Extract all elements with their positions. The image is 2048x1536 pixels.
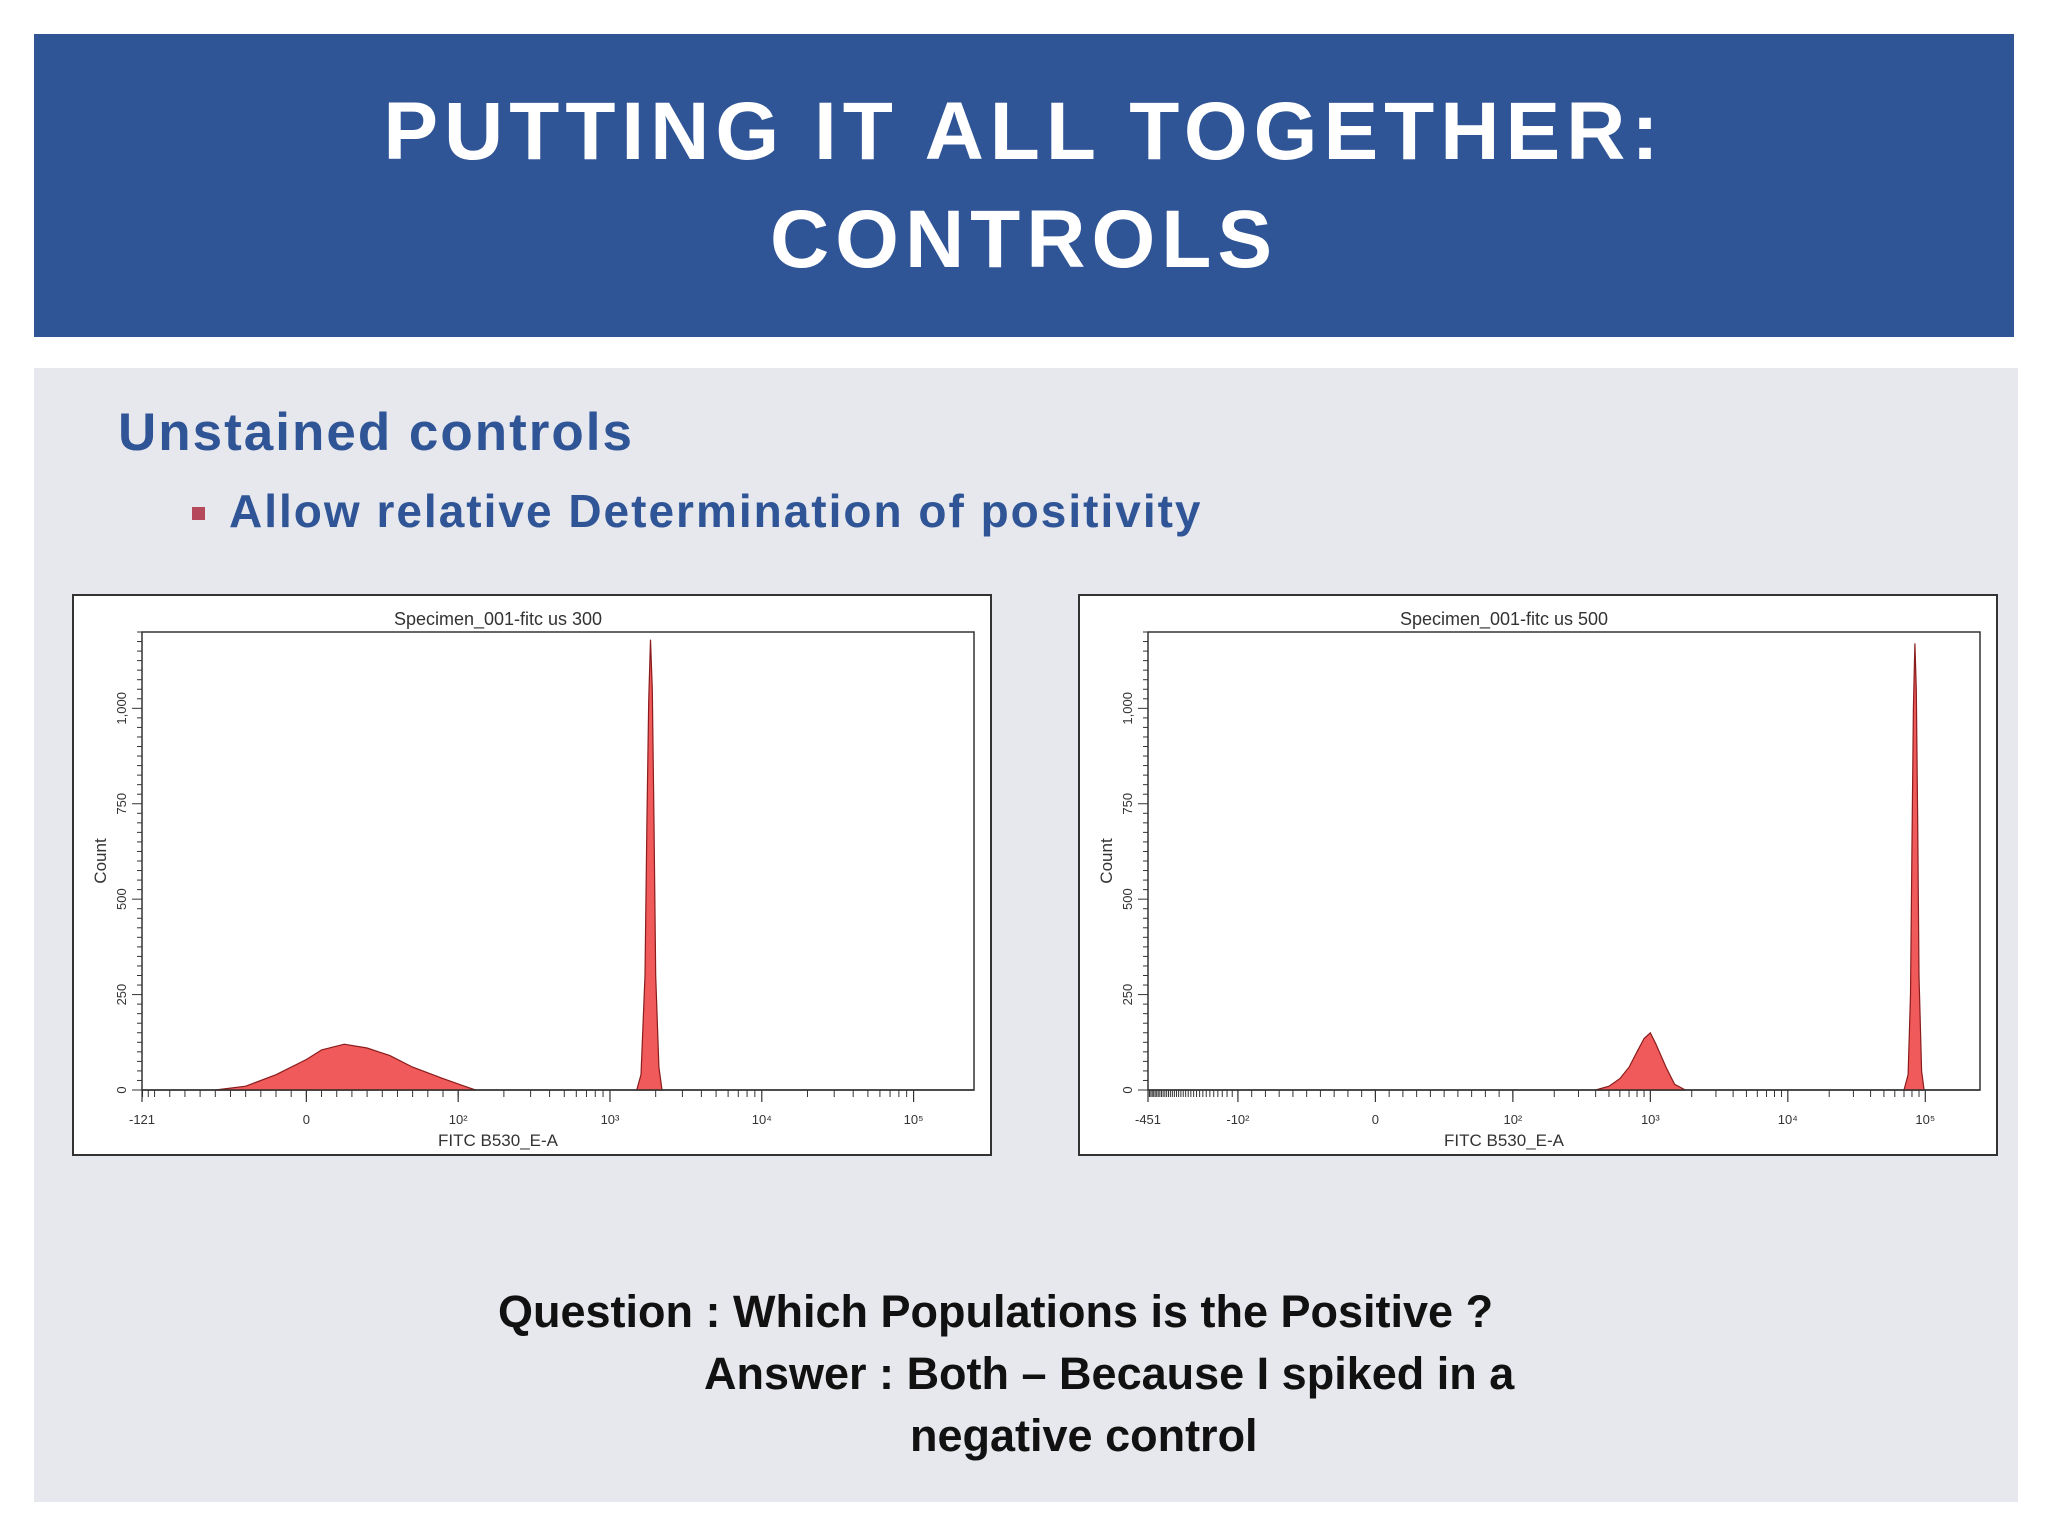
bullet-text: Allow relative Determination of positivi… bbox=[229, 485, 1203, 537]
y-axis-label: Count bbox=[1097, 838, 1116, 884]
x-tick-label: 10² bbox=[1503, 1112, 1522, 1127]
histogram-peak-1 bbox=[215, 1043, 476, 1091]
y-tick-label: 750 bbox=[1120, 793, 1135, 815]
slide-title: PUTTING IT ALL TOGETHER: CONTROLS bbox=[383, 78, 1664, 294]
y-tick-label: 0 bbox=[1120, 1086, 1135, 1093]
y-tick-label: 250 bbox=[1120, 984, 1135, 1006]
slide-content: Unstained controls Allow relative Determ… bbox=[34, 368, 2018, 1502]
title-line-1: PUTTING IT ALL TOGETHER: bbox=[383, 85, 1665, 177]
plot-area bbox=[1147, 631, 1981, 1091]
histogram-svg-right: Specimen_001-fitc us 500 0 250 500 750 1,000 C… bbox=[1097, 609, 1981, 1150]
x-axis-label: FITC B530_E-A bbox=[438, 1131, 559, 1150]
x-tick-label: 10³ bbox=[601, 1112, 620, 1127]
y-tick-label: 250 bbox=[114, 984, 129, 1006]
plot-area bbox=[141, 631, 975, 1091]
histogram-chart-left: Specimen_001-fitc us 300 0 250 500 750 1,000 C… bbox=[72, 594, 992, 1156]
histogram-peak-1 bbox=[1595, 1031, 1686, 1091]
answer-label: Answer : bbox=[704, 1348, 895, 1399]
y-tick-label: 1,000 bbox=[1120, 692, 1135, 725]
x-tick-label: 10⁴ bbox=[1778, 1112, 1798, 1127]
histogram-peak-2 bbox=[1903, 643, 1925, 1091]
subtitle: Unstained controls bbox=[118, 403, 635, 462]
title-line-2: CONTROLS bbox=[769, 193, 1279, 285]
y-tick-label: 750 bbox=[114, 793, 129, 815]
x-tick-label: -121 bbox=[129, 1112, 155, 1127]
answer-line: Answer : Both – Because I spiked in a bbox=[704, 1348, 1514, 1400]
bullet-item: Allow relative Determination of positivi… bbox=[192, 484, 1203, 538]
histogram-chart-right: Specimen_001-fitc us 500 0 250 500 750 1,000 C… bbox=[1078, 594, 1998, 1156]
square-bullet-icon bbox=[192, 506, 205, 520]
x-tick-label: 10⁵ bbox=[1915, 1112, 1935, 1127]
histogram-peak-2 bbox=[635, 639, 663, 1091]
x-tick-label: -451 bbox=[1135, 1112, 1161, 1127]
x-tick-label: 0 bbox=[1372, 1112, 1379, 1127]
x-tick-label: -10² bbox=[1226, 1112, 1250, 1127]
y-tick-label: 500 bbox=[1120, 888, 1135, 910]
y-tick-label: 500 bbox=[114, 888, 129, 910]
y-tick-label: 0 bbox=[114, 1086, 129, 1093]
y-axis-label: Count bbox=[91, 838, 110, 884]
y-tick-label: 1,000 bbox=[114, 692, 129, 725]
question-text: Question : Which Populations is the Posi… bbox=[498, 1286, 1494, 1337]
x-tick-label: 10⁵ bbox=[904, 1112, 924, 1127]
answer-text: Both – Because I spiked in a bbox=[906, 1348, 1515, 1399]
slide-header: PUTTING IT ALL TOGETHER: CONTROLS bbox=[34, 34, 2014, 337]
x-tick-label: 10² bbox=[449, 1112, 468, 1127]
answer-text-continued: negative control bbox=[910, 1410, 1258, 1461]
x-axis-label: FITC B530_E-A bbox=[1444, 1131, 1565, 1150]
chart-title: Specimen_001-fitc us 300 bbox=[394, 609, 602, 630]
histogram-svg-left: Specimen_001-fitc us 300 0 250 500 750 1,000 C… bbox=[91, 609, 975, 1150]
x-tick-label: 0 bbox=[303, 1112, 310, 1127]
x-tick-label: 10³ bbox=[1641, 1112, 1660, 1127]
x-tick-label: 10⁴ bbox=[752, 1112, 772, 1127]
chart-title: Specimen_001-fitc us 500 bbox=[1400, 609, 1608, 630]
